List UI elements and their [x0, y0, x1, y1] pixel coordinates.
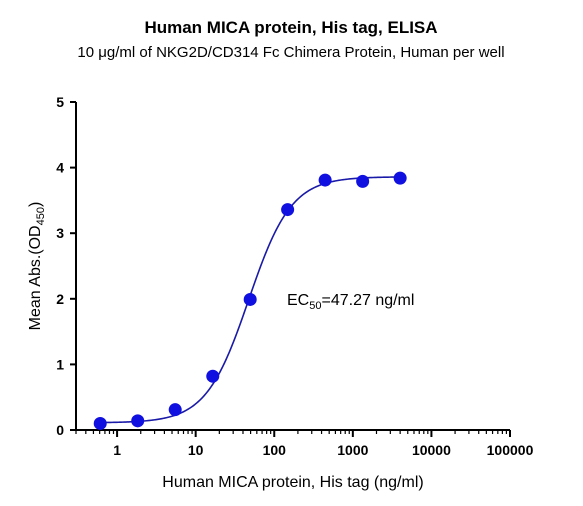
- ec50-annotation-main: EC: [287, 292, 309, 309]
- x-axis-label: Human MICA protein, His tag (ng/ml): [162, 474, 423, 491]
- ec50-annotation-rest: =47.27 ng/ml: [321, 292, 414, 309]
- y-axis-label: Mean Abs.(OD450): [27, 202, 47, 331]
- chart-subtitle: 10 μg/ml of NKG2D/CD314 Fc Chimera Prote…: [77, 44, 504, 61]
- x-tick-label: 100: [263, 442, 287, 458]
- y-axis-label-main: Mean Abs.(OD: [27, 225, 44, 330]
- y-tick-label: 1: [56, 356, 64, 372]
- x-tick-label: 1: [113, 442, 121, 458]
- ec50-annotation-sub: 50: [309, 300, 321, 312]
- y-axis-label-end: ): [27, 202, 44, 207]
- y-tick-label: 5: [56, 94, 64, 110]
- data-point: [281, 203, 295, 217]
- data-point: [393, 171, 407, 185]
- y-axis-label-sub: 450: [35, 207, 47, 225]
- data-point: [206, 369, 220, 383]
- x-tick-label: 100000: [487, 442, 534, 458]
- x-tick-label: 10000: [412, 442, 451, 458]
- y-ticks: 0 1 2 3 4 5: [56, 94, 76, 438]
- y-tick-label: 0: [56, 422, 64, 438]
- y-tick-label: 4: [56, 160, 64, 176]
- data-point: [243, 292, 257, 306]
- data-point: [356, 174, 370, 188]
- chart-title: Human MICA protein, His tag, ELISA: [144, 18, 437, 37]
- x-tick-label: 10: [188, 442, 204, 458]
- data-point: [131, 414, 145, 428]
- x-ticks: 1 10 100 1000 10000 100000: [75, 430, 534, 458]
- ec50-annotation: EC50=47.27 ng/ml: [287, 292, 414, 312]
- data-points: [93, 171, 407, 430]
- y-tick-label: 3: [56, 225, 64, 241]
- x-tick-label: 1000: [337, 442, 368, 458]
- data-point: [168, 403, 182, 417]
- plot-area: 0 1 2 3 4 5 1 10 100 1000 10000 100000: [56, 94, 533, 458]
- y-tick-label: 2: [56, 291, 64, 307]
- data-point: [318, 173, 332, 187]
- data-point: [93, 416, 107, 430]
